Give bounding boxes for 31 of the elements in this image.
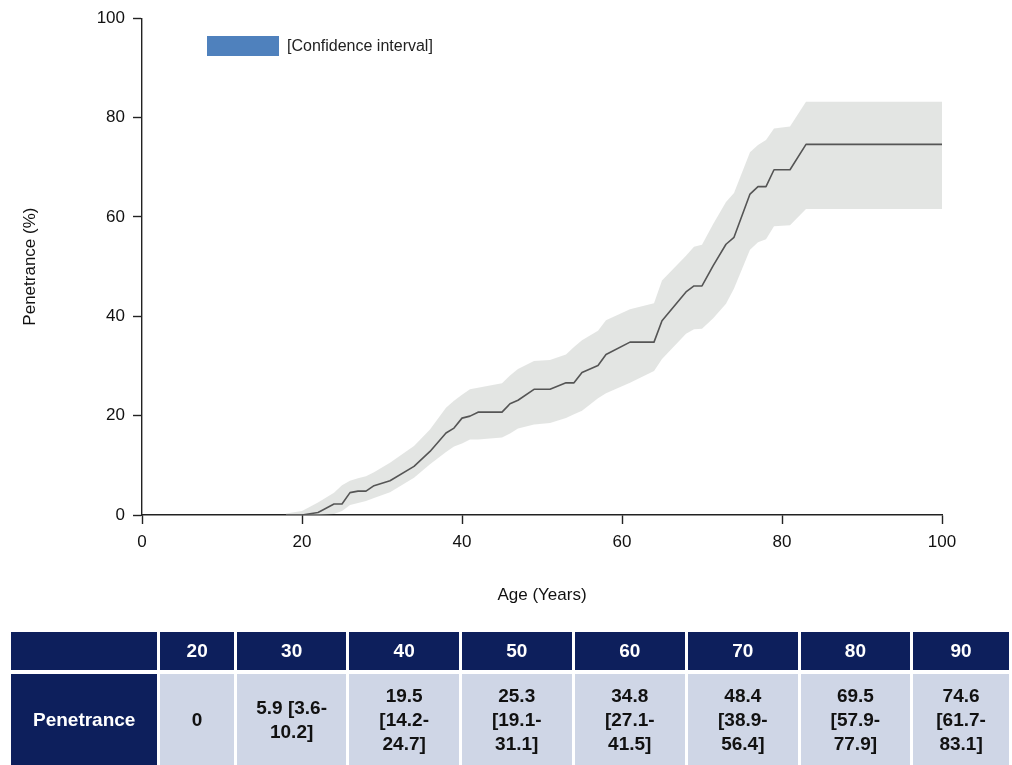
x-axis-title: Age (Years) — [497, 585, 587, 605]
x-tick-label: 100 — [927, 531, 957, 551]
y-tick-label: 100 — [96, 7, 125, 27]
y-axis-title: Penetrance (%) — [19, 207, 39, 326]
y-tick-label: 40 — [106, 305, 125, 325]
annotation: [Confidence interval] — [287, 37, 433, 55]
text: 34.8 [27.1-41.5] — [574, 674, 686, 765]
x-tick-label: 0 — [137, 531, 147, 551]
y-tick-label: 0 — [115, 504, 125, 524]
x-tick-label: 20 — [292, 531, 312, 551]
text: 90 — [913, 632, 1009, 670]
text: 25.3 [19.1-31.1] — [461, 674, 572, 765]
text: 20 — [160, 632, 234, 670]
y-tick-label: 80 — [106, 107, 125, 127]
text: 74.6 [61.7-83.1] — [913, 674, 1009, 765]
text: 80 — [800, 632, 911, 670]
text: 30 — [236, 632, 347, 670]
text: 48.4 [38.9-56.4] — [688, 674, 798, 765]
text: 19.5 [14.2-24.7] — [349, 674, 459, 765]
x-tick-label: 60 — [612, 531, 632, 551]
text: 40 — [349, 632, 459, 670]
text: 69.5 [57.9-77.9] — [800, 674, 911, 765]
y-tick-label: 20 — [106, 405, 125, 425]
y-tick-label: 60 — [106, 206, 125, 226]
x-tick-label: 80 — [772, 531, 792, 551]
text: 50 — [461, 632, 572, 670]
text: 5.9 [3.6-10.2] — [236, 674, 347, 765]
text: 70 — [688, 632, 798, 670]
text: 60 — [574, 632, 686, 670]
x-tick-label: 40 — [452, 531, 472, 551]
text: Penetrance — [11, 674, 158, 765]
